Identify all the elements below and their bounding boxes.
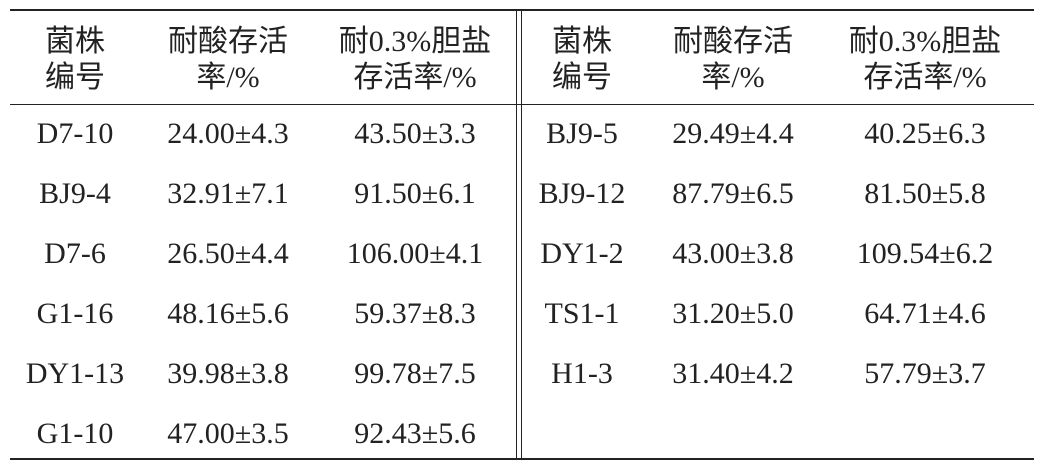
table-cell: 59.37±8.3	[354, 297, 476, 330]
bottom-rule	[10, 458, 1034, 460]
table-cell: 109.54±6.2	[856, 237, 994, 270]
header-cell: 菌株	[552, 25, 612, 58]
table-cell: 43.50±3.3	[354, 117, 476, 150]
table-cell: G1-16	[36, 297, 114, 330]
header-cell: 耐0.3%胆盐	[338, 25, 492, 58]
table-cell: 31.20±5.0	[672, 297, 794, 330]
header-cell: 耐酸存活	[673, 25, 793, 58]
header-cell: 率/%	[701, 61, 765, 94]
table-cell: 48.16±5.6	[167, 297, 289, 330]
table-cell: 43.00±3.8	[672, 237, 794, 270]
table-cell: 31.40±4.2	[672, 357, 794, 390]
table-cell: DY1-13	[25, 357, 125, 390]
table-cell: 81.50±5.8	[864, 177, 986, 210]
table-cell: 24.00±4.3	[167, 117, 289, 150]
table-cell: H1-3	[551, 357, 613, 390]
table-cell: 57.79±3.7	[864, 357, 986, 390]
table-cell: DY1-2	[540, 237, 624, 270]
table-cell: 47.00±3.5	[167, 417, 289, 450]
table-cell: 26.50±4.4	[167, 237, 289, 270]
header-rule	[10, 104, 1034, 105]
table-cell: BJ9-5	[546, 117, 618, 150]
table-cell: 40.25±6.3	[864, 117, 986, 150]
header-cell: 编号	[45, 61, 105, 94]
header-cell: 存活率/%	[353, 61, 477, 94]
header-cell: 耐0.3%胆盐	[848, 25, 1002, 58]
table-cell: D7-6	[44, 237, 106, 270]
table-cell: TS1-1	[544, 297, 620, 330]
table-cell: BJ9-12	[538, 177, 626, 210]
header-cell: 率/%	[196, 61, 260, 94]
table-cell: 106.00±4.1	[346, 237, 484, 270]
table-cell: 39.98±3.8	[167, 357, 289, 390]
table-cell: 91.50±6.1	[354, 177, 476, 210]
table-cell: 87.79±6.5	[672, 177, 794, 210]
table-cell: 99.78±7.5	[354, 357, 476, 390]
header-cell: 菌株	[45, 25, 105, 58]
table-cell: 92.43±5.6	[354, 417, 476, 450]
table-cell: BJ9-4	[39, 177, 111, 210]
table-cell: 29.49±4.4	[672, 117, 794, 150]
top-rule	[10, 9, 1034, 11]
divider	[521, 9, 522, 460]
divider	[516, 9, 517, 460]
header-cell: 编号	[552, 61, 612, 94]
table-cell: G1-10	[36, 417, 114, 450]
header-cell: 耐酸存活	[168, 25, 288, 58]
header-cell: 存活率/%	[863, 61, 987, 94]
table-cell: 64.71±4.6	[864, 297, 986, 330]
table-cell: 32.91±7.1	[167, 177, 289, 210]
table-cell: D7-10	[36, 117, 114, 150]
